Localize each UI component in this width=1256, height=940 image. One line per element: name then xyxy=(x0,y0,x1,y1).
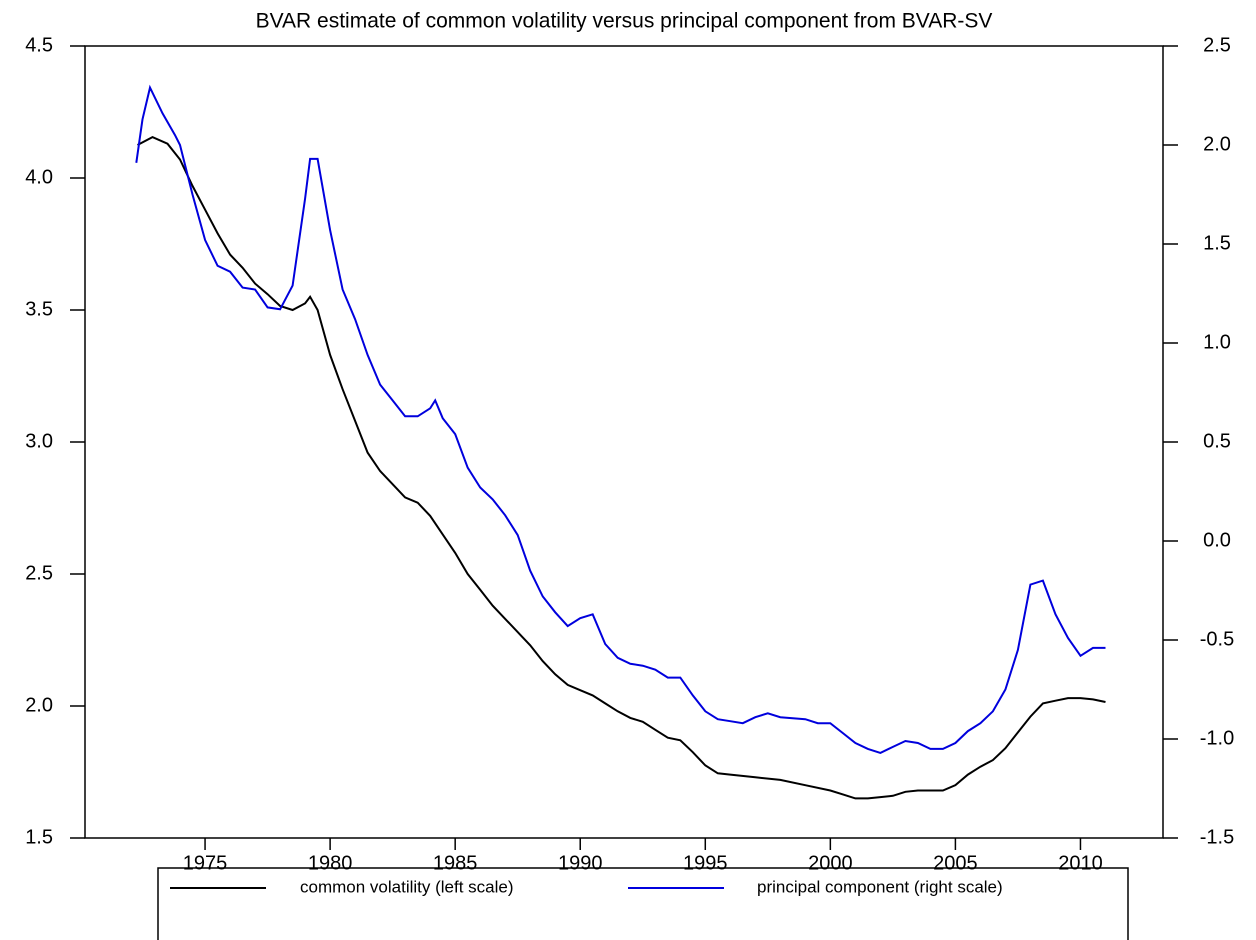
x-tick-label: 1995 xyxy=(683,852,728,874)
legend-label: common volatility (left scale) xyxy=(300,877,514,896)
y2-tick-label: 1.5 xyxy=(1203,232,1231,254)
plot-frame xyxy=(84,45,1164,839)
y-tick-label: 4.0 xyxy=(25,166,53,188)
y2-tick-label: -0.5 xyxy=(1200,628,1234,650)
x-tick-label: 1980 xyxy=(308,852,353,874)
x-tick-label: 1990 xyxy=(558,852,603,874)
legend-label: principal component (right scale) xyxy=(757,877,1003,896)
y2-tick-label: 2.5 xyxy=(1203,34,1231,56)
data-line xyxy=(135,84,1106,754)
x-tick-label: 1975 xyxy=(183,852,228,874)
y2-tick-label: 1.0 xyxy=(1203,331,1231,353)
y-tick-label: 2.0 xyxy=(25,694,53,716)
y-tick-label: 3.0 xyxy=(25,430,53,452)
y2-tick-label: -1.5 xyxy=(1200,826,1234,848)
y2-tick-label: 2.0 xyxy=(1203,133,1231,155)
y2-tick-label: -1.0 xyxy=(1200,727,1234,749)
x-tick-label: 2000 xyxy=(808,852,853,874)
y2-tick-label: 0.5 xyxy=(1203,430,1231,452)
y-tick-label: 3.5 xyxy=(25,298,53,320)
y2-tick-label: 0.0 xyxy=(1203,529,1231,551)
x-tick-label: 2005 xyxy=(933,852,978,874)
y-tick-label: 2.5 xyxy=(25,562,53,584)
legend-box xyxy=(157,867,1129,940)
x-tick-label: 2010 xyxy=(1058,852,1103,874)
data-line xyxy=(137,135,1106,800)
chart-title: BVAR estimate of common volatility versu… xyxy=(256,10,993,33)
y-tick-label: 1.5 xyxy=(25,826,53,848)
y-tick-label: 4.5 xyxy=(25,34,53,56)
x-tick-label: 1985 xyxy=(433,852,478,874)
